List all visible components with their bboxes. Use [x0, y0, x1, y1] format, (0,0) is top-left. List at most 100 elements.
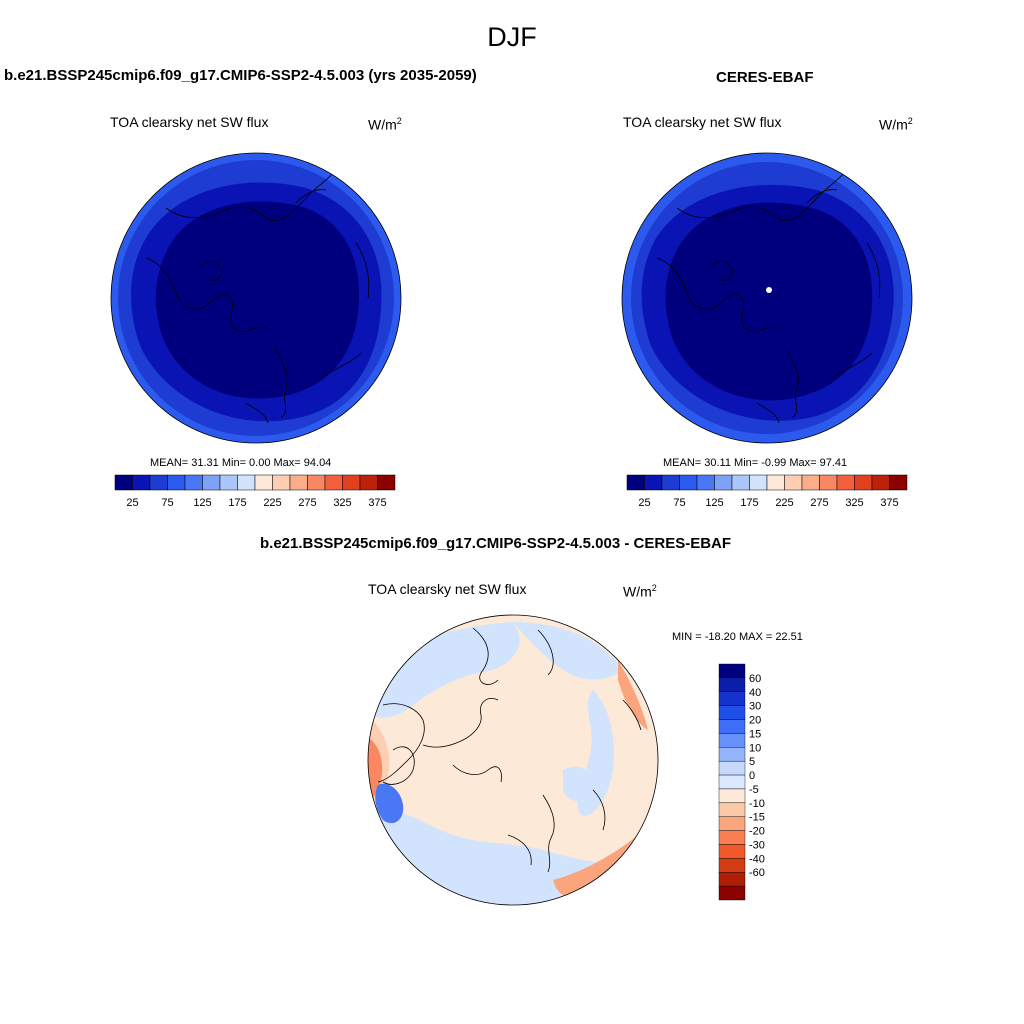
- diff-colorbar-swatch: [718, 677, 746, 692]
- diff-colorbar-swatch: [718, 816, 746, 831]
- model-colorbar-tick-label: 25: [126, 497, 138, 509]
- obs-variable-label: TOA clearsky net SW flux: [623, 114, 782, 130]
- diff-map-outline: [367, 614, 659, 906]
- obs-colorbar-swatch: [854, 474, 873, 491]
- model-colorbar-swatch: [377, 474, 396, 491]
- diff-colorbar-tick-label: -30: [749, 839, 765, 851]
- obs-colorbar-swatch: [679, 474, 698, 491]
- diff-colorbar-tick-label: 5: [749, 756, 755, 768]
- model-colorbar-swatch: [324, 474, 343, 491]
- model-colorbar-tick-label: 125: [193, 497, 211, 509]
- diff-colorbar-tick-label: -15: [749, 812, 765, 824]
- diff-colorbar-tick-label: -5: [749, 784, 759, 796]
- diff-colorbar-swatch: [718, 691, 746, 706]
- obs-colorbar-swatch: [661, 474, 680, 491]
- obs-colorbar-swatch: [889, 474, 908, 491]
- model-colorbar-tick-label: 225: [263, 497, 281, 509]
- obs-units-label: W/m2: [879, 116, 913, 133]
- diff-colorbar-tick-label: 10: [749, 742, 761, 754]
- model-variable-label: TOA clearsky net SW flux: [110, 114, 269, 130]
- obs-colorbar-swatch: [871, 474, 890, 491]
- obs-map-core: [665, 202, 873, 401]
- obs-map-outline: [621, 152, 913, 444]
- obs-colorbar-tick-label: 375: [880, 497, 898, 509]
- diff-colorbar-tick-label: 20: [749, 715, 761, 727]
- model-coastlines: [145, 167, 370, 424]
- model-polar-map: [110, 152, 402, 444]
- diff-map-neg-strong: [375, 783, 404, 824]
- diff-colorbar-swatch: [718, 760, 746, 776]
- obs-colorbar-tick-label: 275: [810, 497, 828, 509]
- obs-colorbar-tick-label: 225: [775, 497, 793, 509]
- model-colorbar-swatch: [254, 474, 273, 491]
- diff-polar-map: [367, 614, 659, 906]
- obs-colorbar-swatch: [749, 474, 768, 491]
- obs-colorbar-tick-label: 125: [705, 497, 723, 509]
- obs-polar-map: [621, 152, 913, 444]
- model-colorbar-swatch: [132, 474, 151, 491]
- diff-colorbar-swatch: [718, 663, 746, 679]
- model-colorbar-swatch: [114, 474, 133, 491]
- diff-colorbar-tick-label: -20: [749, 826, 765, 838]
- obs-colorbar-swatch: [801, 474, 820, 491]
- diff-colorbar-swatch: [718, 733, 746, 748]
- diff-variable-label: TOA clearsky net SW flux: [368, 581, 527, 597]
- obs-coastlines: [656, 167, 881, 424]
- diff-panel-title: b.e21.BSSP245cmip6.f09_g17.CMIP6-SSP2-4.…: [260, 535, 732, 552]
- model-colorbar-swatch: [184, 474, 203, 491]
- diff-colorbar-tick-label: -40: [749, 853, 765, 865]
- diff-map-neg-region: [368, 622, 520, 718]
- model-units-label: W/m2: [368, 116, 402, 133]
- diff-colorbar-tick-label: -10: [749, 798, 765, 810]
- obs-colorbar-swatch: [836, 474, 855, 491]
- diff-stats: MIN = -18.20 MAX = 22.51: [672, 631, 803, 643]
- obs-colorbar: 25 75 125 175 225 275 325 375: [626, 474, 908, 509]
- obs-map-missing: [766, 287, 772, 293]
- model-colorbar-swatch: [167, 474, 186, 491]
- model-stats: MEAN= 31.31 Min= 0.00 Max= 94.04: [150, 457, 332, 469]
- obs-colorbar-swatch: [644, 474, 663, 491]
- diff-colorbar-tick-label: 30: [749, 701, 761, 713]
- diff-map-pos-strong: [618, 660, 648, 730]
- diff-colorbar-swatch: [718, 844, 746, 859]
- model-colorbar-swatch: [219, 474, 238, 491]
- diff-map-neg-region: [563, 766, 594, 802]
- obs-colorbar-swatch: [784, 474, 803, 491]
- obs-colorbar-swatch: [819, 474, 838, 491]
- model-colorbar-swatch: [359, 474, 378, 491]
- diff-colorbar-swatch: [718, 802, 746, 817]
- diff-colorbar-swatch: [718, 705, 746, 720]
- obs-colorbar-tick-label: 175: [740, 497, 758, 509]
- obs-colorbar-swatch: [766, 474, 785, 491]
- model-map-outline: [110, 152, 402, 444]
- model-colorbar-swatch: [202, 474, 221, 491]
- diff-colorbar-swatch: [718, 872, 746, 887]
- model-colorbar-swatch: [149, 474, 168, 491]
- obs-colorbar-swatch: [731, 474, 750, 491]
- obs-colorbar-tick-label: 25: [638, 497, 650, 509]
- model-colorbar-swatch: [289, 474, 308, 491]
- model-colorbar-tick-label: 175: [228, 497, 246, 509]
- diff-colorbar-tick-label: -60: [749, 867, 765, 879]
- diff-colorbar-swatch: [718, 719, 746, 734]
- diff-colorbar-swatch: [718, 774, 746, 790]
- obs-colorbar-swatch: [696, 474, 715, 491]
- diff-coastlines: [377, 627, 642, 873]
- diff-colorbar-tick-label: 15: [749, 728, 761, 740]
- diff-map-neg-region: [513, 622, 623, 680]
- model-colorbar-swatch: [307, 474, 326, 491]
- obs-colorbar-tick-label: 75: [673, 497, 685, 509]
- model-colorbar-tick-label: 325: [333, 497, 351, 509]
- obs-colorbar-swatch: [714, 474, 733, 491]
- obs-colorbar-tick-label: 325: [845, 497, 863, 509]
- model-colorbar-swatch: [342, 474, 361, 491]
- diff-colorbar-tick-label: 0: [749, 770, 755, 782]
- model-map-core: [155, 201, 360, 399]
- diff-colorbar-swatch: [718, 830, 746, 845]
- diff-units-label: W/m2: [623, 583, 657, 600]
- diff-colorbar-swatch: [718, 858, 746, 873]
- obs-panel-title: CERES-EBAF: [716, 69, 814, 86]
- diff-colorbar-swatch: [718, 885, 746, 901]
- diff-colorbar-swatch: [718, 747, 746, 762]
- model-colorbar-swatch: [237, 474, 256, 491]
